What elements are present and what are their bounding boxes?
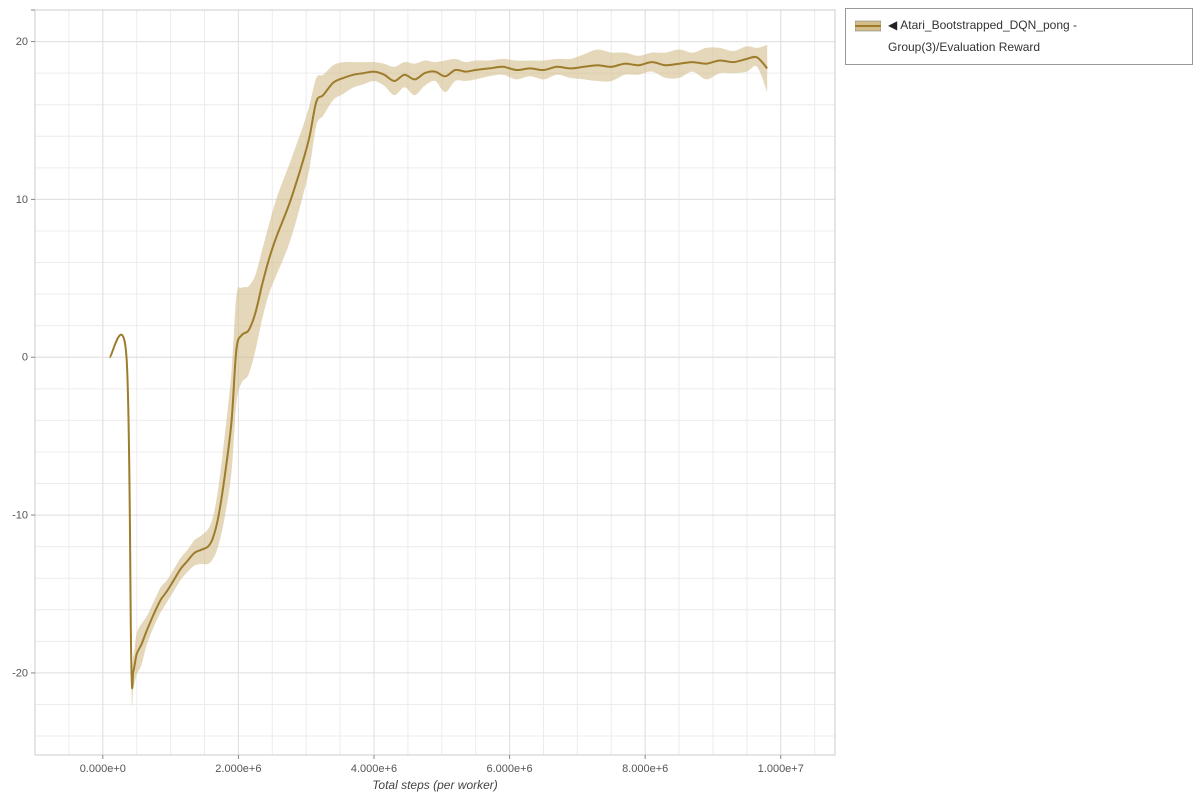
svg-text:10: 10 xyxy=(16,194,28,206)
svg-text:4.000e+6: 4.000e+6 xyxy=(351,763,397,775)
legend-marker-icon: ◀ xyxy=(888,18,898,32)
svg-text:20: 20 xyxy=(16,36,28,48)
svg-text:1.000e+7: 1.000e+7 xyxy=(758,763,804,775)
svg-text:2.000e+6: 2.000e+6 xyxy=(215,763,261,775)
svg-text:0.000e+0: 0.000e+0 xyxy=(80,763,126,775)
legend-label: ◀ Atari_Bootstrapped_DQN_pong - Group(3)/… xyxy=(888,15,1183,58)
svg-text:0: 0 xyxy=(22,352,28,364)
legend-series-name: Atari_Bootstrapped_DQN_pong - Group(3)/E… xyxy=(888,18,1078,54)
x-axis-label: Total steps (per worker) xyxy=(372,778,498,792)
series-swatch-icon xyxy=(855,20,881,32)
svg-text:-10: -10 xyxy=(12,510,28,522)
svg-text:8.000e+6: 8.000e+6 xyxy=(622,763,668,775)
legend[interactable]: ◀ Atari_Bootstrapped_DQN_pong - Group(3)/… xyxy=(845,8,1193,66)
svg-text:6.000e+6: 6.000e+6 xyxy=(486,763,532,775)
svg-text:-20: -20 xyxy=(12,667,28,679)
